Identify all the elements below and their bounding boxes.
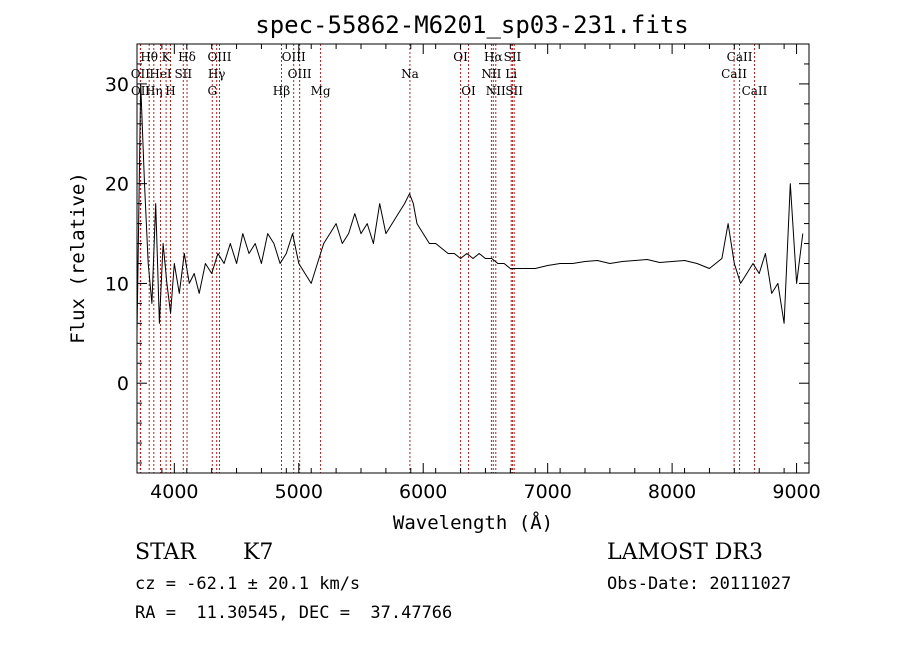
spectral-line-label: Mg <box>311 84 331 98</box>
spectral-line-label: CaII <box>727 50 753 64</box>
spectral-line-label: OI <box>461 84 476 98</box>
coordinates-readout: RA = 11.30545, DEC = 37.47766 <box>135 603 453 623</box>
spectral-line-label: Hη <box>145 84 163 98</box>
y-tick-label: 10 <box>105 273 129 295</box>
x-axis-label: Wavelength (Å) <box>393 511 553 534</box>
object-subclass: K7 <box>243 540 274 565</box>
x-tick-label: 7000 <box>523 481 571 503</box>
spectral-line-label: Hβ <box>273 84 290 98</box>
chart-title: spec-55862-M6201_sp03-231.fits <box>255 11 688 39</box>
survey-name: LAMOST DR3 <box>607 540 763 565</box>
x-tick-label: 9000 <box>772 481 820 503</box>
spectral-line-label: CaII <box>721 67 747 81</box>
x-tick-label: 5000 <box>275 481 323 503</box>
spectral-line-label: Na <box>401 67 419 81</box>
spectral-line-label: Hθ <box>140 50 158 64</box>
series-line-0 <box>136 83 804 334</box>
spectral-line-label: G <box>207 84 217 98</box>
axis-ticks: 4000 5000 6000 7000 8000 9000 0 10 20 30 <box>105 43 821 503</box>
x-tick-label: 8000 <box>648 481 696 503</box>
spectral-line-label: NII <box>481 67 501 81</box>
spectral-line-label: SII <box>174 67 192 81</box>
spectral-line-label: NII <box>486 84 506 98</box>
plot-frame <box>136 43 810 474</box>
spectral-line-label: Hδ <box>178 50 196 64</box>
y-tick-label: 0 <box>117 373 129 395</box>
spectral-line-label: Hγ <box>208 67 226 81</box>
observation-date: Obs-Date: 20111027 <box>607 574 792 594</box>
spectral-line-label: OIII <box>288 67 312 81</box>
spectral-line-label: OII <box>131 84 151 98</box>
spectral-line-label: K <box>162 50 172 64</box>
spectral-line-markers <box>139 44 755 473</box>
spectral-line-label: OII <box>131 67 151 81</box>
y-axis-label: Flux (relative) <box>67 172 89 344</box>
y-tick-label: 20 <box>105 174 129 196</box>
object-class: STAR <box>135 540 196 565</box>
y-tick-label: 30 <box>105 74 129 96</box>
spectral-line-label: OIII <box>207 50 231 64</box>
spectral-line-label: H <box>165 84 175 98</box>
redshift-readout: cz = -62.1 ± 20.1 km/s <box>135 574 361 594</box>
spectral-line-label: HeI <box>149 67 172 81</box>
x-tick-label: 6000 <box>399 481 447 503</box>
spectral-line-label: Hα <box>484 50 503 64</box>
spectral-line-label: SII <box>504 50 522 64</box>
spectral-line-label: SII <box>505 84 523 98</box>
spectral-line-label: CaII <box>742 84 768 98</box>
spectral-line-label: OI <box>453 50 468 64</box>
spectral-line-label: Li <box>505 67 517 81</box>
x-tick-label: 4000 <box>150 481 198 503</box>
spectral-line-label: OIII <box>282 50 306 64</box>
series-layer <box>136 83 804 334</box>
